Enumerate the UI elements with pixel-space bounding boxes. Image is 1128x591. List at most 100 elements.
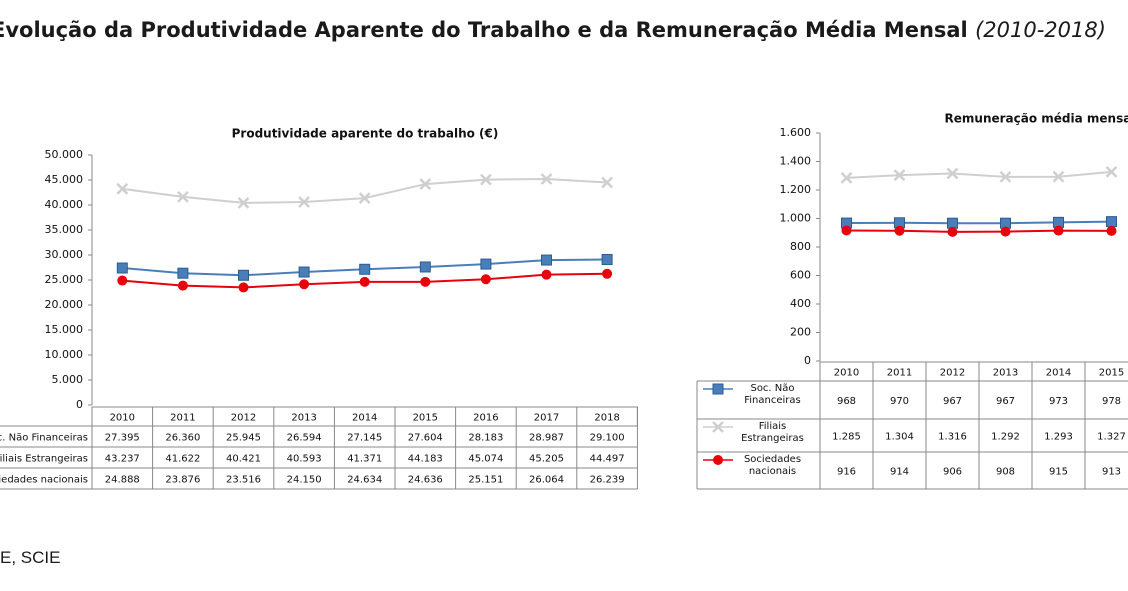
point-marker xyxy=(1106,225,1117,236)
point-marker xyxy=(237,197,250,209)
point-marker xyxy=(540,173,553,185)
table-value: 26.360 xyxy=(165,433,200,444)
x-tick-label: 2016 xyxy=(473,413,498,424)
point-marker xyxy=(480,258,492,270)
point-marker xyxy=(541,269,552,280)
y-tick-label: 25.000 xyxy=(45,273,84,286)
x-tick-label: 2015 xyxy=(1099,368,1124,379)
x-tick-label: 2017 xyxy=(534,413,559,424)
y-tick-label: 15.000 xyxy=(45,323,84,336)
legend-label: Soc. Não Financeiras xyxy=(744,383,801,406)
point-marker xyxy=(177,280,188,291)
source-note: E, SCIE xyxy=(0,548,61,567)
point-marker xyxy=(177,267,189,279)
table-value: 916 xyxy=(837,467,856,478)
x-tick-label: 2013 xyxy=(291,413,316,424)
point-marker xyxy=(947,226,958,237)
table-value: 45.205 xyxy=(529,454,564,465)
point-marker xyxy=(419,178,432,190)
table-value: 24.888 xyxy=(105,475,140,486)
series-line xyxy=(846,220,1112,225)
point-marker xyxy=(999,171,1012,183)
table-value: 978 xyxy=(1102,396,1121,407)
table-value: 27.604 xyxy=(408,433,443,444)
x-tick-label: 2012 xyxy=(231,413,256,424)
point-marker xyxy=(601,176,613,189)
point-marker xyxy=(116,182,129,195)
table-value: 25.151 xyxy=(468,475,503,486)
point-marker xyxy=(298,196,310,208)
point-marker xyxy=(480,173,492,186)
table-value: 24.634 xyxy=(347,475,382,486)
point-marker xyxy=(946,167,959,180)
page-title-wrap: Evolução da Produtividade Aparente do Tr… xyxy=(0,18,1106,42)
y-tick-label: 45.000 xyxy=(45,173,84,186)
legend-box: Filiais Estrangeiras xyxy=(741,421,804,444)
point-marker xyxy=(238,269,249,281)
y-tick-label: 1.600 xyxy=(780,126,812,139)
y-tick-label: 800 xyxy=(790,240,811,253)
x-tick-label: 2014 xyxy=(352,413,377,424)
table-value: 914 xyxy=(890,467,909,478)
legend-label: Sociedades nacionais xyxy=(743,454,802,477)
y-tick-label: 0 xyxy=(76,398,83,411)
series-line xyxy=(846,229,1112,233)
table-value: 26.239 xyxy=(590,475,625,486)
table-value: 970 xyxy=(890,396,909,407)
y-tick-label: 50.000 xyxy=(45,148,84,161)
legend-label: Soc. Não Financeiras xyxy=(0,433,88,444)
legend-label: Filiais Estrangeiras xyxy=(0,454,88,465)
y-tick-label: 600 xyxy=(790,269,811,282)
table-value: 913 xyxy=(1102,467,1121,478)
y-tick-label: 20.000 xyxy=(45,298,84,311)
y-tick-label: 1.400 xyxy=(780,155,812,168)
point-marker xyxy=(1053,225,1064,236)
y-tick-label: 30.000 xyxy=(45,248,84,261)
table-value: 28.987 xyxy=(529,433,564,444)
table-value: 41.371 xyxy=(347,454,382,465)
y-tick-label: 40.000 xyxy=(45,198,84,211)
point-marker xyxy=(117,275,128,286)
point-marker xyxy=(420,276,431,287)
table-value: 27.145 xyxy=(347,433,382,444)
table-value: 967 xyxy=(943,396,962,407)
table-value: 44.497 xyxy=(590,454,625,465)
x-tick-label: 2013 xyxy=(993,368,1018,379)
x-tick-label: 2018 xyxy=(594,413,619,424)
legend-marker xyxy=(712,383,724,395)
table-value: 1.292 xyxy=(991,432,1020,443)
point-marker xyxy=(359,276,370,287)
table-value: 25.945 xyxy=(226,433,261,444)
table-header-border xyxy=(819,361,1128,382)
point-marker xyxy=(841,225,852,236)
x-tick-label: 2014 xyxy=(1046,368,1071,379)
table-value: 44.183 xyxy=(408,454,443,465)
y-tick-label: 400 xyxy=(790,297,811,310)
table-value: 26.064 xyxy=(529,475,564,486)
table-value: 40.593 xyxy=(287,454,322,465)
y-tick-label: 0 xyxy=(804,354,811,367)
y-tick-label: 5.000 xyxy=(52,373,84,386)
point-marker xyxy=(1000,226,1011,237)
y-tick-label: 1.000 xyxy=(780,212,812,225)
legend-marker xyxy=(713,455,723,465)
table-value: 1.316 xyxy=(938,432,967,443)
x-tick-label: 2010 xyxy=(834,368,859,379)
table-value: 23.516 xyxy=(226,475,261,486)
table-value: 915 xyxy=(1049,467,1068,478)
table-value: 906 xyxy=(943,467,962,478)
table-value: 26.594 xyxy=(287,433,322,444)
table-value: 29.100 xyxy=(590,433,625,444)
table-value: 908 xyxy=(996,467,1015,478)
point-marker xyxy=(1105,166,1118,178)
point-marker xyxy=(602,268,613,279)
point-marker xyxy=(177,191,189,203)
table-value: 1.327 xyxy=(1097,432,1126,443)
point-marker xyxy=(894,225,905,236)
y-tick-label: 35.000 xyxy=(45,223,84,236)
point-marker xyxy=(893,169,906,182)
point-marker xyxy=(480,274,491,285)
point-marker xyxy=(238,282,249,293)
table-value: 43.237 xyxy=(105,454,140,465)
